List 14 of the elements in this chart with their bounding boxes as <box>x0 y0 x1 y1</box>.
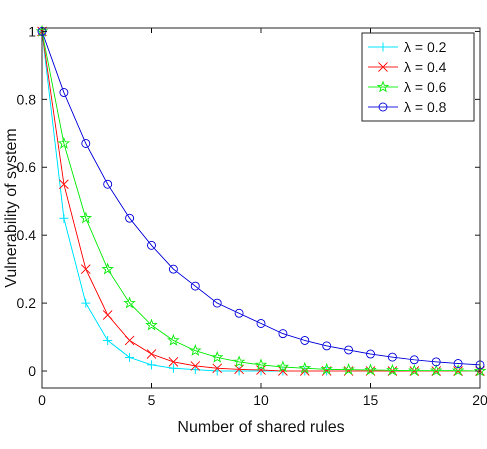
x-tick-label: 0 <box>38 392 46 408</box>
x-tick-label: 10 <box>253 392 269 408</box>
legend-label: λ = 0.2 <box>404 39 447 55</box>
x-tick-label: 20 <box>472 392 487 408</box>
legend-label: λ = 0.8 <box>404 99 447 115</box>
legend-label: λ = 0.6 <box>404 79 447 95</box>
y-tick-label: 0 <box>28 363 36 380</box>
legend-label: λ = 0.4 <box>404 59 447 75</box>
y-tick-label: 1 <box>28 23 36 40</box>
y-tick-label: 0.2 <box>16 295 36 312</box>
x-tick-label: 15 <box>362 392 378 408</box>
y-tick-label: 0.8 <box>16 91 36 108</box>
x-axis-title: Number of shared rules <box>177 419 345 436</box>
x-tick-label: 5 <box>148 392 156 408</box>
